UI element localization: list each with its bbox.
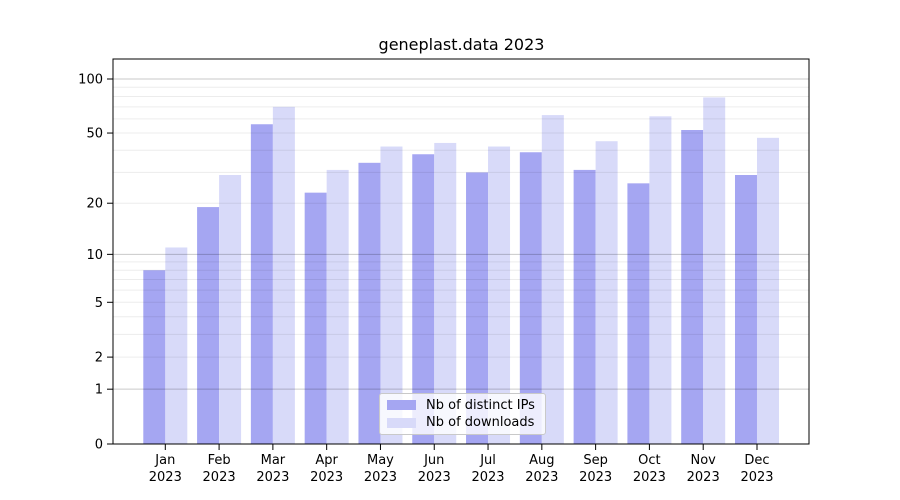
y-tick-label: 0 [95, 438, 103, 453]
bar-distinct-ips [304, 192, 327, 444]
bar-distinct-ips [412, 154, 435, 444]
x-tick-label-year: 2023 [740, 470, 773, 485]
legend: Nb of distinct IPs Nb of downloads [379, 393, 546, 435]
bar-distinct-ips [734, 175, 757, 444]
x-tick-label-year: 2023 [364, 470, 397, 485]
y-tick-label: 20 [86, 197, 103, 212]
legend-label-downloads: Nb of downloads [426, 415, 535, 431]
bar-distinct-ips [681, 129, 704, 444]
x-tick-label-month: May [367, 453, 394, 468]
x-tick-label-month: Jun [423, 453, 444, 468]
bar-downloads [380, 146, 403, 444]
bar-downloads [649, 116, 672, 445]
bar-downloads [165, 247, 188, 444]
x-tick-label-month: Dec [744, 453, 769, 468]
x-tick-label-month: Aug [529, 453, 554, 468]
y-tick-label: 2 [95, 351, 103, 366]
bar-distinct-ips [250, 124, 273, 445]
bar-distinct-ips [519, 152, 542, 444]
x-tick-label-month: Apr [315, 453, 338, 468]
x-tick-label-month: Jul [479, 453, 496, 468]
bar-downloads [703, 97, 726, 444]
x-tick-label-year: 2023 [310, 470, 343, 485]
chart-title: geneplast.data 2023 [378, 35, 545, 54]
x-tick-label-year: 2023 [633, 470, 666, 485]
x-tick-label-year: 2023 [418, 470, 451, 485]
y-tick-label: 5 [95, 296, 103, 311]
y-tick-label: 1 [95, 383, 103, 398]
bar-downloads [272, 106, 295, 444]
x-tick-label-year: 2023 [203, 470, 236, 485]
y-tick-label: 10 [86, 248, 103, 263]
bar-downloads [488, 146, 511, 444]
bar-downloads [595, 141, 618, 445]
bar-downloads [434, 142, 457, 444]
bar-distinct-ips [627, 183, 650, 444]
x-tick-label-month: Feb [208, 453, 231, 468]
legend-swatch-distinct-ips [387, 400, 416, 411]
x-tick-label-year: 2023 [579, 470, 612, 485]
legend-swatch-downloads [387, 417, 416, 428]
x-tick-label-month: Jan [154, 453, 175, 468]
x-tick-label-year: 2023 [471, 470, 504, 485]
x-tick-label-month: Sep [583, 453, 608, 468]
bar-downloads [219, 175, 242, 444]
x-tick-label-month: Nov [691, 453, 717, 468]
y-tick-label: 100 [78, 73, 103, 88]
x-tick-label-month: Mar [261, 453, 286, 468]
bar-downloads [541, 115, 564, 445]
x-tick-label-month: Oct [638, 453, 660, 468]
bar-downloads [756, 137, 779, 444]
x-tick-label-year: 2023 [256, 470, 289, 485]
x-tick-label-year: 2023 [525, 470, 558, 485]
legend-item-distinct-ips: Nb of distinct IPs [387, 397, 539, 414]
bar-distinct-ips [466, 172, 489, 444]
legend-label-distinct-ips: Nb of distinct IPs [426, 397, 535, 413]
bar-distinct-ips [143, 270, 166, 444]
bar-distinct-ips [197, 207, 220, 444]
x-tick-label-year: 2023 [687, 470, 720, 485]
x-tick-label-year: 2023 [149, 470, 182, 485]
bar-downloads [326, 169, 349, 444]
bar-distinct-ips [358, 162, 381, 445]
axis-frame [112, 58, 810, 445]
bar-distinct-ips [573, 169, 596, 444]
y-tick-label: 50 [86, 127, 103, 142]
legend-item-downloads: Nb of downloads [387, 414, 539, 431]
